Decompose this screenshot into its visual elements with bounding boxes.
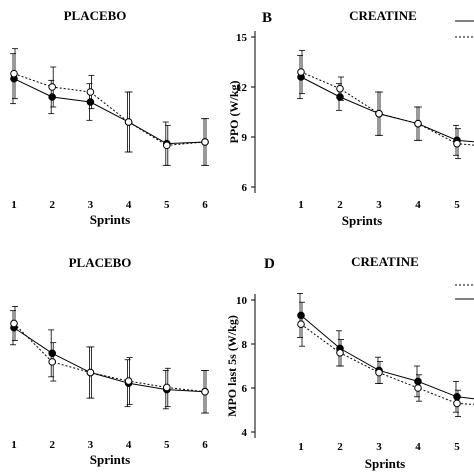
panel-a-open-point [163, 141, 171, 150]
panel-a-open-point [10, 69, 18, 78]
panel-a-x-tick-label: 3 [88, 199, 94, 211]
panel-c-series-line [13, 327, 206, 393]
panel-d-y-tick-label: 10 [236, 295, 248, 307]
panel-d-y-tick-label: 4 [242, 427, 248, 439]
panel-c-title: PLACEBO [69, 255, 132, 270]
panel-d-open-point [453, 399, 461, 408]
panel-d-x-tick-label: 5 [454, 441, 460, 453]
panel-a-x-tick-label: 2 [49, 199, 55, 211]
panel-d-y-label: MPO last 5s (W/kg) [225, 315, 239, 417]
panel-d-series-line [300, 315, 474, 400]
panel-d-x-tick-label: 3 [376, 441, 382, 453]
panel-d-x-tick-label: 1 [298, 441, 304, 453]
panel-b-x-tick-label: 1 [298, 199, 304, 211]
panel-c-x-tick-label: 5 [164, 439, 170, 451]
panel-c-open-point [201, 387, 209, 396]
panel-c-open-point [10, 319, 18, 328]
panel-d-x-tick-label: 4 [415, 441, 421, 453]
panel-d-y-tick-label: 6 [242, 383, 248, 395]
panel-d-open-point [336, 349, 344, 357]
panel-a-x-tick-label: 1 [11, 199, 17, 211]
panel-c-open-point [163, 383, 171, 392]
panel-c-x-tick-label: 2 [49, 439, 55, 451]
panel-b-y-tick-label: 6 [242, 182, 248, 194]
panel-c-open-point [124, 377, 133, 385]
panel-c-x-label: Sprints [90, 452, 130, 467]
panel-b-series-line [300, 71, 474, 146]
panel-d-open-point [375, 368, 383, 377]
panel-c-x-tick-label: 3 [88, 439, 94, 451]
panel-a-series-line [13, 73, 206, 146]
panel-b-title: CREATINE [349, 8, 417, 23]
panel-b-x-tick-label: 4 [415, 199, 421, 211]
panel-b-series-line [300, 76, 474, 143]
panel-c-x-tick-label: 4 [126, 439, 132, 451]
panel-b-open-point [297, 68, 305, 76]
panel-c-open-point [48, 358, 57, 366]
panel-b-x-tick-label: 5 [454, 199, 460, 211]
panel-c-x-tick-label: 1 [11, 439, 17, 451]
panel-b-y-tick-label: 9 [242, 132, 248, 144]
panel-a-open-point [48, 83, 57, 91]
panel-a-x-tick-label: 4 [126, 199, 132, 211]
panel-b-letter: B [262, 10, 272, 26]
panel-c-series-line [13, 323, 206, 393]
panel-b-y-label: PPO (W/kg) [227, 81, 241, 144]
panel-d-series-line [300, 323, 474, 405]
panel-b-open-point [453, 139, 461, 148]
panel-c-open-point [86, 368, 95, 377]
panel-b-x-tick-label: 2 [337, 199, 343, 211]
panel-a-series-line [13, 78, 206, 145]
panel-d-open-point [297, 320, 305, 329]
panel-b-x-label: Sprints [342, 213, 382, 228]
panel-d-filled-point [453, 393, 461, 401]
panel-a-x-tick-label: 6 [202, 199, 208, 211]
panel-d-filled-point [414, 377, 422, 386]
panel-a-open-point [86, 88, 95, 96]
panel-b-x-tick-label: 3 [376, 199, 382, 211]
panel-a-x-tick-label: 5 [164, 199, 170, 211]
panel-b-y-tick-label: 12 [236, 82, 248, 94]
panel-a-x-label: Sprints [90, 212, 130, 227]
panel-a-filled-point [48, 93, 57, 101]
panel-a-open-point [124, 118, 133, 126]
panel-d-title: CREATINE [351, 254, 419, 269]
panel-c-filled-point [48, 349, 57, 358]
panel-b-open-point [414, 119, 422, 128]
panel-b-y-tick-label: 15 [236, 32, 248, 44]
panel-d-open-point [414, 384, 422, 392]
panel-d-y-tick-label: 8 [242, 339, 248, 351]
panel-c-x-tick-label: 6 [202, 439, 208, 451]
panel-b-open-point [375, 109, 383, 118]
panel-d-letter: D [264, 256, 275, 272]
panel-d-filled-point [297, 311, 305, 320]
panel-b-open-point [336, 84, 344, 93]
panel-d-x-tick-label: 2 [337, 441, 343, 453]
panel-d-x-label: Sprints [365, 456, 405, 471]
panel-a-filled-point [86, 98, 95, 106]
panel-a-open-point [201, 138, 209, 146]
panel-a-title: PLACEBO [64, 8, 127, 23]
panel-b-filled-point [336, 93, 344, 101]
